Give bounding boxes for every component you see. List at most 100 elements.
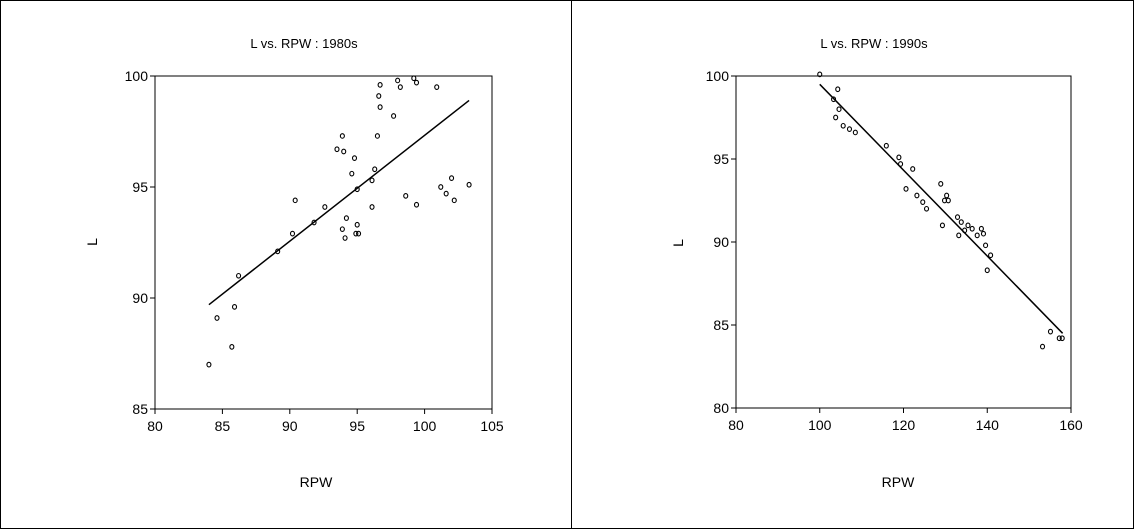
data-point: [817, 71, 823, 78]
data-point: [914, 192, 920, 199]
x-tick-label: 140: [976, 417, 1000, 433]
y-tick-label: 95: [132, 179, 148, 195]
data-point: [988, 252, 994, 259]
x-tick-label: 80: [147, 418, 163, 434]
y-axis-label: L: [670, 239, 686, 247]
data-point: [846, 126, 853, 132]
data-point: [351, 155, 358, 161]
data-point: [311, 219, 317, 226]
panel-divider: [571, 0, 572, 529]
data-point: [292, 197, 298, 204]
data-point: [1039, 343, 1046, 350]
data-point: [938, 181, 944, 187]
data-point: [355, 230, 362, 237]
x-tick-label: 90: [282, 418, 298, 434]
data-point: [965, 222, 971, 229]
data-point: [391, 113, 397, 119]
x-tick-label: 120: [892, 417, 916, 433]
data-point: [339, 226, 345, 233]
chart-title: L vs. RPW : 1990s: [820, 36, 928, 51]
x-axis-label: RPW: [882, 474, 915, 490]
data-point: [376, 93, 382, 99]
y-tick-label: 80: [713, 400, 729, 416]
data-point: [397, 84, 403, 90]
data-point: [835, 86, 841, 93]
data-point: [229, 343, 235, 350]
y-tick-label: 85: [713, 317, 729, 333]
data-point: [395, 77, 401, 84]
data-point: [945, 197, 951, 204]
x-tick-label: 85: [215, 418, 231, 434]
x-tick-label: 95: [349, 418, 365, 434]
data-point: [833, 114, 839, 121]
data-point: [852, 129, 858, 136]
fit-line: [819, 83, 1064, 334]
data-point: [944, 192, 950, 199]
plot-area: [735, 75, 1072, 409]
data-point: [969, 225, 975, 232]
data-point: [343, 215, 349, 221]
data-point: [910, 166, 916, 172]
data-point: [956, 232, 962, 239]
data-point: [958, 219, 964, 225]
x-tick-label: 100: [808, 417, 832, 433]
data-point: [372, 166, 378, 173]
y-tick-label: 100: [125, 68, 149, 84]
chart-title: L vs. RPW : 1980s: [250, 36, 358, 51]
data-point: [349, 170, 355, 177]
data-point: [413, 201, 420, 208]
data-point: [883, 142, 889, 149]
data-point: [403, 193, 409, 199]
data-point: [214, 315, 220, 321]
data-point: [342, 235, 348, 241]
data-point: [411, 75, 417, 82]
y-tick-label: 95: [713, 151, 729, 167]
data-point: [341, 148, 347, 155]
data-point: [954, 214, 961, 220]
data-point: [236, 272, 242, 279]
fit-line: [208, 99, 470, 306]
data-point: [377, 104, 383, 110]
data-point: [466, 181, 472, 188]
data-point: [369, 204, 375, 210]
data-point: [206, 361, 212, 368]
y-tick-label: 90: [132, 290, 148, 306]
data-point: [1047, 328, 1054, 335]
data-point: [923, 205, 930, 212]
data-point: [334, 146, 340, 153]
data-point: [836, 106, 842, 113]
data-point: [903, 186, 909, 192]
data-point: [322, 204, 328, 210]
data-point: [354, 221, 360, 228]
data-point: [983, 242, 989, 249]
y-tick-label: 85: [132, 401, 148, 417]
data-point: [1059, 335, 1065, 342]
y-axis-label: L: [84, 238, 100, 246]
data-point: [434, 84, 440, 90]
data-point: [449, 175, 455, 181]
y-tick-label: 100: [706, 68, 730, 84]
data-point: [374, 133, 380, 139]
x-axis-label: RPW: [300, 474, 333, 490]
data-point: [974, 232, 980, 239]
data-point: [353, 230, 359, 237]
data-point: [831, 96, 837, 103]
data-point: [413, 79, 420, 86]
x-tick-label: 105: [480, 418, 504, 434]
data-point: [289, 230, 296, 237]
data-point: [896, 154, 902, 161]
data-point: [339, 133, 345, 139]
data-point: [840, 122, 846, 129]
data-point: [939, 222, 945, 229]
x-tick-label: 100: [413, 418, 437, 434]
data-point: [1056, 335, 1062, 342]
data-point: [451, 197, 457, 204]
x-tick-label: 80: [728, 417, 744, 433]
data-point: [438, 184, 444, 190]
data-point: [920, 199, 926, 206]
data-point: [984, 267, 990, 274]
data-point: [978, 225, 984, 232]
data-point: [980, 230, 987, 237]
data-point: [443, 190, 449, 197]
